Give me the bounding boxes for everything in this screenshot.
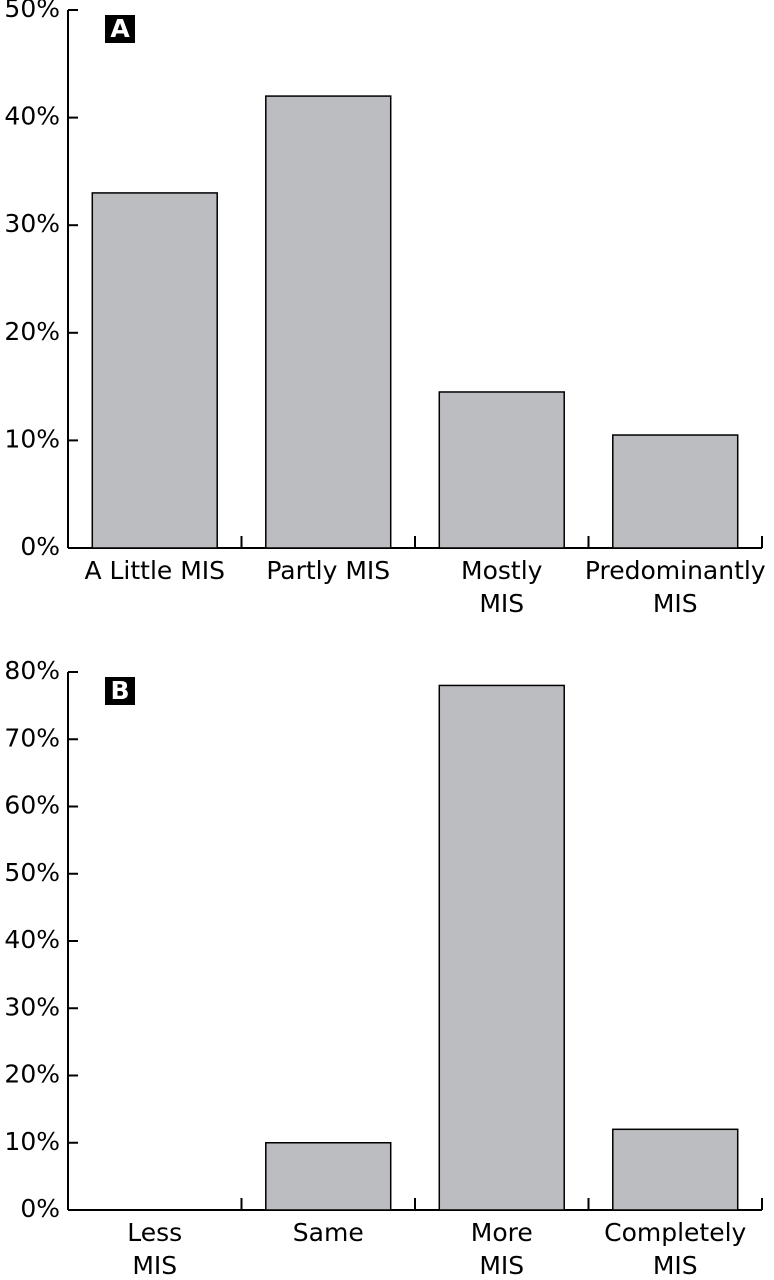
x-tick-label: Mostly MIS [461, 556, 543, 618]
y-tick-label: 80% [4, 656, 60, 685]
y-tick-label: 20% [4, 317, 60, 346]
panel-label-box [105, 677, 135, 705]
bar [438, 684, 565, 1211]
y-tick-label: 50% [4, 0, 60, 23]
bar [612, 434, 739, 549]
y-tick-label: 70% [4, 723, 60, 752]
y-tick-label: 60% [4, 791, 60, 820]
x-tick-label: Completely MIS [604, 1218, 746, 1280]
panel-label: A [110, 14, 130, 43]
x-tick-label: More MIS [471, 1218, 533, 1280]
x-tick-label: Less MIS [127, 1218, 182, 1280]
y-tick-label: 40% [4, 925, 60, 954]
y-tick-label: 50% [4, 858, 60, 887]
x-tick-label: Predominantly MIS [585, 556, 766, 618]
bar [265, 1142, 392, 1211]
x-tick-label: Partly MIS [266, 556, 390, 585]
y-tick-label: 20% [4, 1060, 60, 1089]
y-tick-label: 10% [4, 424, 60, 453]
x-tick-label: Same [293, 1218, 364, 1247]
panel-label: B [110, 676, 129, 705]
bar [265, 95, 392, 549]
y-tick-label: 30% [4, 992, 60, 1021]
x-tick-label: A Little MIS [84, 556, 225, 585]
y-tick-label: 40% [4, 102, 60, 131]
y-tick-label: 30% [4, 209, 60, 238]
bar [91, 192, 218, 549]
y-tick-label: 10% [4, 1127, 60, 1156]
bar [438, 391, 565, 549]
y-tick-label: 0% [20, 1194, 60, 1223]
panel-label-box [105, 15, 135, 43]
y-tick-label: 0% [20, 532, 60, 561]
bar [612, 1128, 739, 1211]
